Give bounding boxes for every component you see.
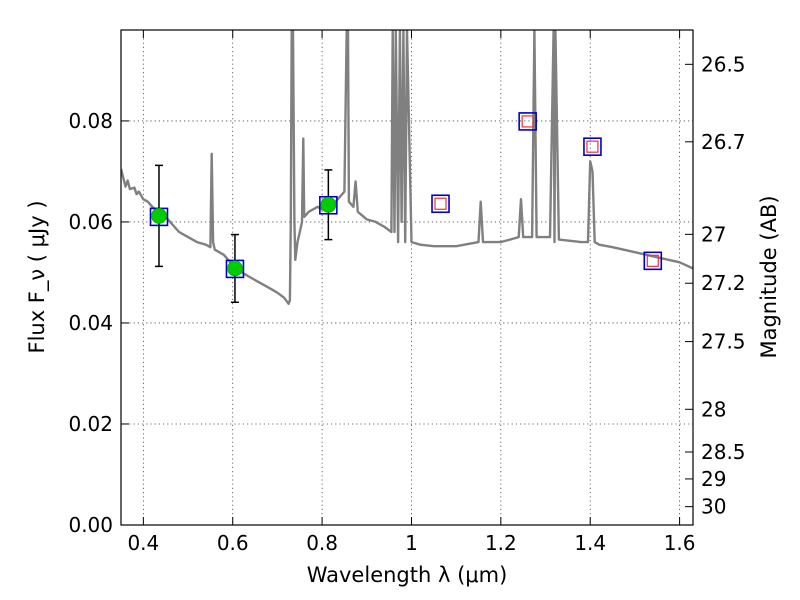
model-photometry-box: [643, 251, 663, 271]
upper-limit-marker: [586, 140, 599, 153]
mag-tick-label: 26.5: [701, 52, 746, 76]
x-tick-label: 1.2: [485, 531, 517, 555]
x-tick-label: 1.6: [664, 531, 696, 555]
upper-limit-marker: [434, 197, 447, 210]
right-y-axis-label: Magnitude (AB): [757, 195, 781, 358]
model-photometry-box: [583, 137, 602, 156]
photometry-layer: [149, 112, 663, 303]
plot-frame: [120, 29, 694, 526]
y-tick-label: 0.00: [68, 513, 113, 537]
mag-tick-label: 27.2: [701, 271, 746, 295]
upper-limit-marker: [521, 115, 534, 128]
mag-tick-label: 30: [701, 495, 726, 519]
x-tick-label: 0.6: [217, 531, 249, 555]
observed-flux-point: [151, 207, 167, 224]
mag-tick-label: 27: [701, 222, 726, 246]
observed-flux-point: [227, 260, 243, 277]
model-spectrum-line: [121, 30, 693, 305]
upper-limit-marker: [646, 254, 659, 267]
observed-flux-point: [320, 196, 337, 213]
model-photometry-box: [518, 112, 537, 131]
x-tick-label: 1.4: [574, 531, 606, 555]
y-axis-label: Flux F_ν ( μJy ): [25, 200, 50, 353]
x-tick-label: 0.4: [127, 531, 159, 555]
mag-tick-label: 29: [701, 467, 726, 491]
y-tick-label: 0.04: [68, 311, 113, 335]
y-tick-label: 0.08: [68, 109, 113, 133]
x-tick-label: 1: [405, 531, 418, 555]
mag-tick-label: 28: [701, 397, 726, 421]
y-tick-label: 0.02: [68, 412, 113, 436]
model-photometry-box: [431, 194, 450, 214]
axes: 0.4 0.6 0.8 1 1.2 1.4 1.6 0.00 0.02 0.04 0.06 0.08 2…: [68, 30, 746, 555]
mag-tick-label: 28.5: [701, 440, 746, 464]
model-spectrum-layer: [121, 30, 693, 305]
x-tick-label: 0.8: [306, 531, 338, 555]
y-tick-label: 0.06: [68, 210, 113, 234]
mag-tick-label: 27.5: [701, 330, 746, 354]
x-axis-label: Wavelength λ (μm): [307, 563, 508, 587]
model-photometry-box: [319, 195, 338, 215]
mag-tick-label: 26.7: [701, 130, 746, 154]
model-photometry-box: [225, 259, 245, 279]
